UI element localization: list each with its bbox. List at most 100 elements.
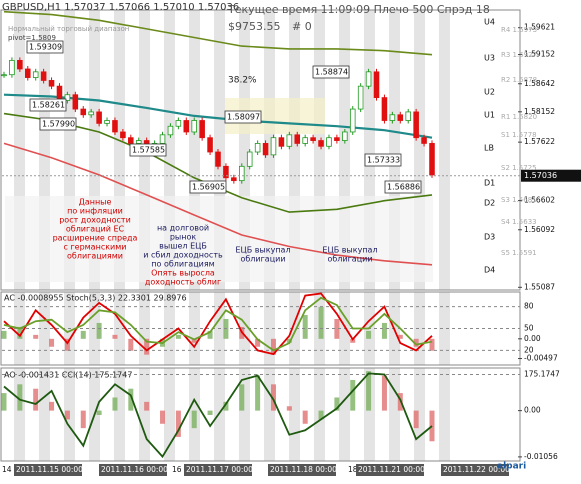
candle: [238, 165, 245, 182]
candle: [167, 125, 174, 136]
time-box: [356, 464, 424, 476]
price-box: [129, 143, 167, 157]
candle: [191, 120, 198, 133]
session-stripe: [64, 10, 75, 290]
histogram-bar: [366, 330, 372, 339]
candle: [405, 111, 412, 121]
range-note: Нормальный торговый диапазон: [8, 25, 129, 33]
time-label: 2011.11.17 00:00: [186, 465, 253, 474]
candle: [389, 114, 396, 121]
candle: [278, 137, 285, 147]
price-box-label: 1.58261: [32, 101, 65, 110]
candle: [262, 143, 269, 156]
pivot-label: R3 1.5927: [501, 51, 537, 59]
histogram-bar: [207, 330, 213, 339]
time-label: 2011.11.21 00:00: [358, 465, 425, 474]
candle: [302, 137, 308, 144]
time-label: 18: [348, 465, 358, 474]
histogram-bar: [413, 338, 419, 347]
balance: $9753.55: [228, 20, 281, 33]
price-box-label: 1.57990: [42, 120, 75, 129]
last-price-box: [521, 169, 581, 182]
annotation: расширение спреда: [53, 234, 138, 243]
main-panel-frame: [0, 9, 521, 291]
session-stripe: [114, 368, 125, 461]
session-stripe: [389, 10, 400, 290]
y-tick-label: 1.56092: [524, 225, 555, 234]
session-stripe: [264, 10, 275, 290]
histogram-bar: [255, 375, 261, 411]
pivot-label: R4 1.5973: [501, 26, 537, 34]
price-box-label: 1.58874: [315, 68, 348, 77]
histogram-bar: [17, 384, 23, 411]
session-stripe: [14, 10, 25, 290]
price-box: [312, 65, 350, 79]
session-stripe: [289, 368, 300, 461]
annotation: облигациями: [67, 252, 123, 261]
price-box-label: 1.58097: [227, 113, 260, 122]
session-stripe: [339, 10, 350, 290]
candle: [270, 137, 277, 156]
histogram-bar: [80, 410, 86, 429]
session-stripe: [164, 368, 175, 461]
histogram-bar: [286, 406, 292, 411]
candle: [223, 165, 229, 179]
price-box: [384, 180, 422, 194]
level-label: U3: [484, 54, 495, 63]
candle: [357, 85, 364, 110]
session-stripe: [289, 292, 300, 365]
session-stripe: [439, 10, 450, 290]
session-stripe: [389, 368, 400, 461]
time-box: [184, 464, 252, 476]
annotation: с германскими: [64, 243, 127, 252]
session-stripe: [439, 292, 450, 365]
histogram-bar: [270, 338, 276, 355]
candle: [112, 120, 118, 133]
price-box: [224, 110, 262, 124]
candle: [326, 137, 332, 147]
session-stripe: [314, 10, 325, 290]
pivot-note: pivot=1.5809: [8, 34, 56, 42]
orders: # 0: [292, 20, 312, 33]
candle: [199, 120, 205, 139]
histogram-bar: [286, 338, 292, 343]
session-stripe: [339, 368, 350, 461]
status: Текущее время 11:09:09 Плечо 500 Спрэд 1…: [227, 3, 490, 16]
annotation: ЕЦБ выкупал: [322, 246, 377, 255]
session-stripe: [439, 368, 450, 461]
candle: [17, 59, 23, 70]
candle: [254, 143, 261, 153]
candle: [175, 120, 182, 127]
annotation: по облигациям: [151, 260, 214, 269]
price-box: [26, 40, 64, 54]
histogram-bar: [302, 410, 308, 424]
time-label: 2011.11.15 00:00: [16, 465, 83, 474]
candle: [128, 137, 134, 144]
candle: [1, 74, 7, 77]
candle: [231, 177, 237, 182]
time-label: 2011.11.22 00:00: [443, 465, 510, 474]
price-box: [29, 98, 67, 112]
histogram-bar: [175, 410, 181, 437]
candle: [56, 85, 63, 101]
price-box-label: 1.56886: [387, 183, 420, 192]
pivot-label: R2 1.5878: [501, 76, 537, 84]
price-box-label: 1.59309: [29, 43, 62, 52]
session-stripe: [239, 368, 250, 461]
candle: [397, 114, 404, 121]
histogram-bar: [1, 330, 7, 339]
annotation: рынок: [170, 233, 197, 242]
pivot-label: S4 1.5633: [501, 218, 537, 226]
candle: [104, 120, 110, 124]
candle: [246, 151, 253, 167]
annotation: облигации: [240, 255, 285, 264]
annotation: вышел ЕЦБ: [159, 242, 207, 251]
y-tick-label: 20: [524, 345, 534, 354]
session-stripe: [14, 368, 25, 461]
session-stripe: [214, 368, 225, 461]
histogram-bar: [49, 338, 55, 347]
level-label: U4: [484, 18, 495, 27]
histogram-bar: [191, 410, 197, 429]
candle: [421, 137, 427, 144]
